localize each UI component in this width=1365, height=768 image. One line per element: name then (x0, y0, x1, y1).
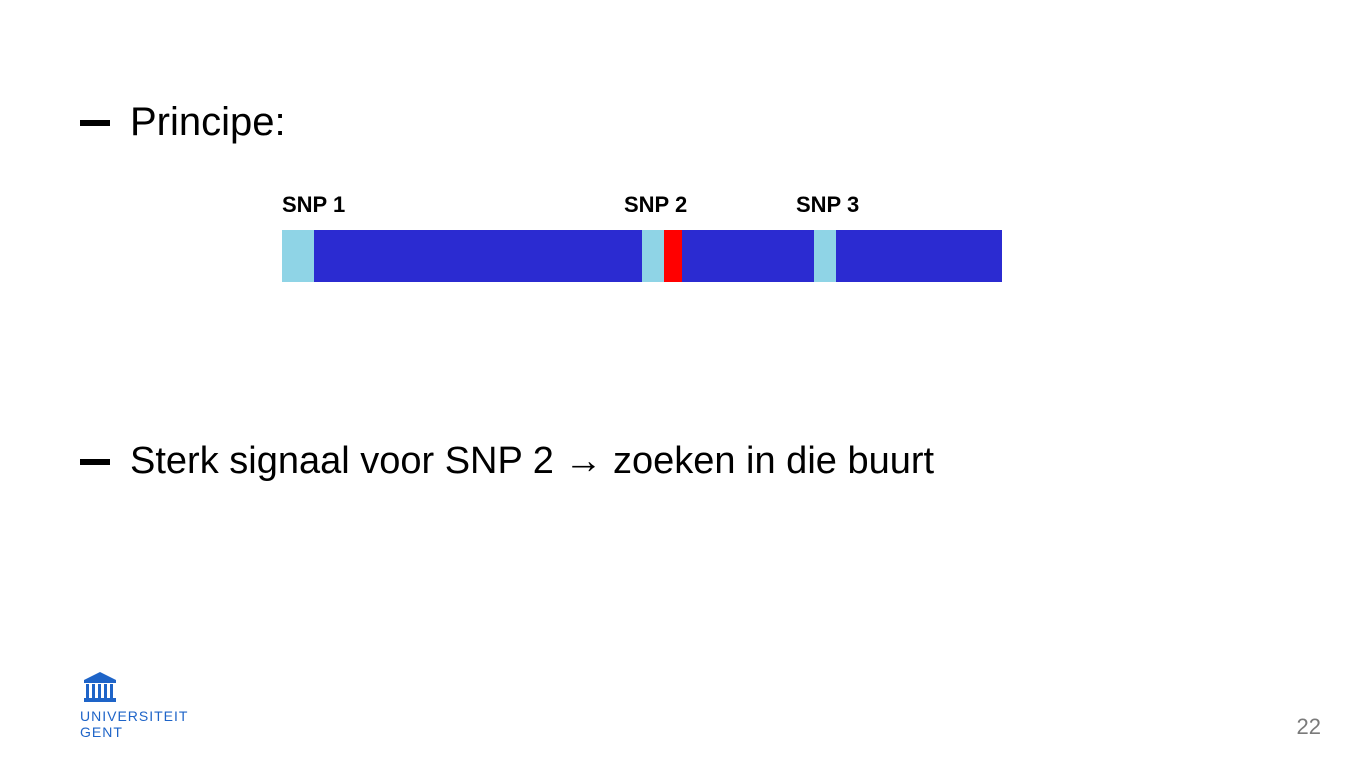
bullet-sterk: Sterk signaal voor SNP 2 → zoeken in die… (80, 440, 934, 483)
snp-label-1: SNP 1 (282, 192, 345, 218)
bullet-dash-icon (80, 459, 110, 465)
bullet-principe: Principe: (80, 100, 286, 145)
ugent-logo: UNIVERSITEIT GENT (80, 670, 188, 740)
bar-seg-marker (664, 230, 682, 282)
bullet-dash-icon (80, 120, 110, 126)
logo-text-line2: GENT (80, 724, 188, 740)
page-number: 22 (1297, 714, 1321, 740)
logo-text: UNIVERSITEIT GENT (80, 708, 188, 740)
university-building-icon (80, 670, 120, 704)
chromosome-bar (282, 230, 1002, 282)
bar-seg-snp2 (642, 230, 664, 282)
bullet-principe-text: Principe: (130, 100, 286, 145)
bullet-sterk-text: Sterk signaal voor SNP 2 → zoeken in die… (130, 440, 934, 483)
snp-labels-row: SNP 1 SNP 2 SNP 3 (282, 192, 1002, 224)
snp-label-2: SNP 2 (624, 192, 687, 218)
snp-diagram: SNP 1 SNP 2 SNP 3 (282, 192, 1002, 282)
snp-label-3: SNP 3 (796, 192, 859, 218)
bar-seg-main1 (314, 230, 642, 282)
bar-seg-snp3 (814, 230, 836, 282)
bar-seg-main2 (682, 230, 814, 282)
bar-seg-main3 (836, 230, 1002, 282)
logo-text-line1: UNIVERSITEIT (80, 708, 188, 724)
bar-seg-snp1 (282, 230, 314, 282)
